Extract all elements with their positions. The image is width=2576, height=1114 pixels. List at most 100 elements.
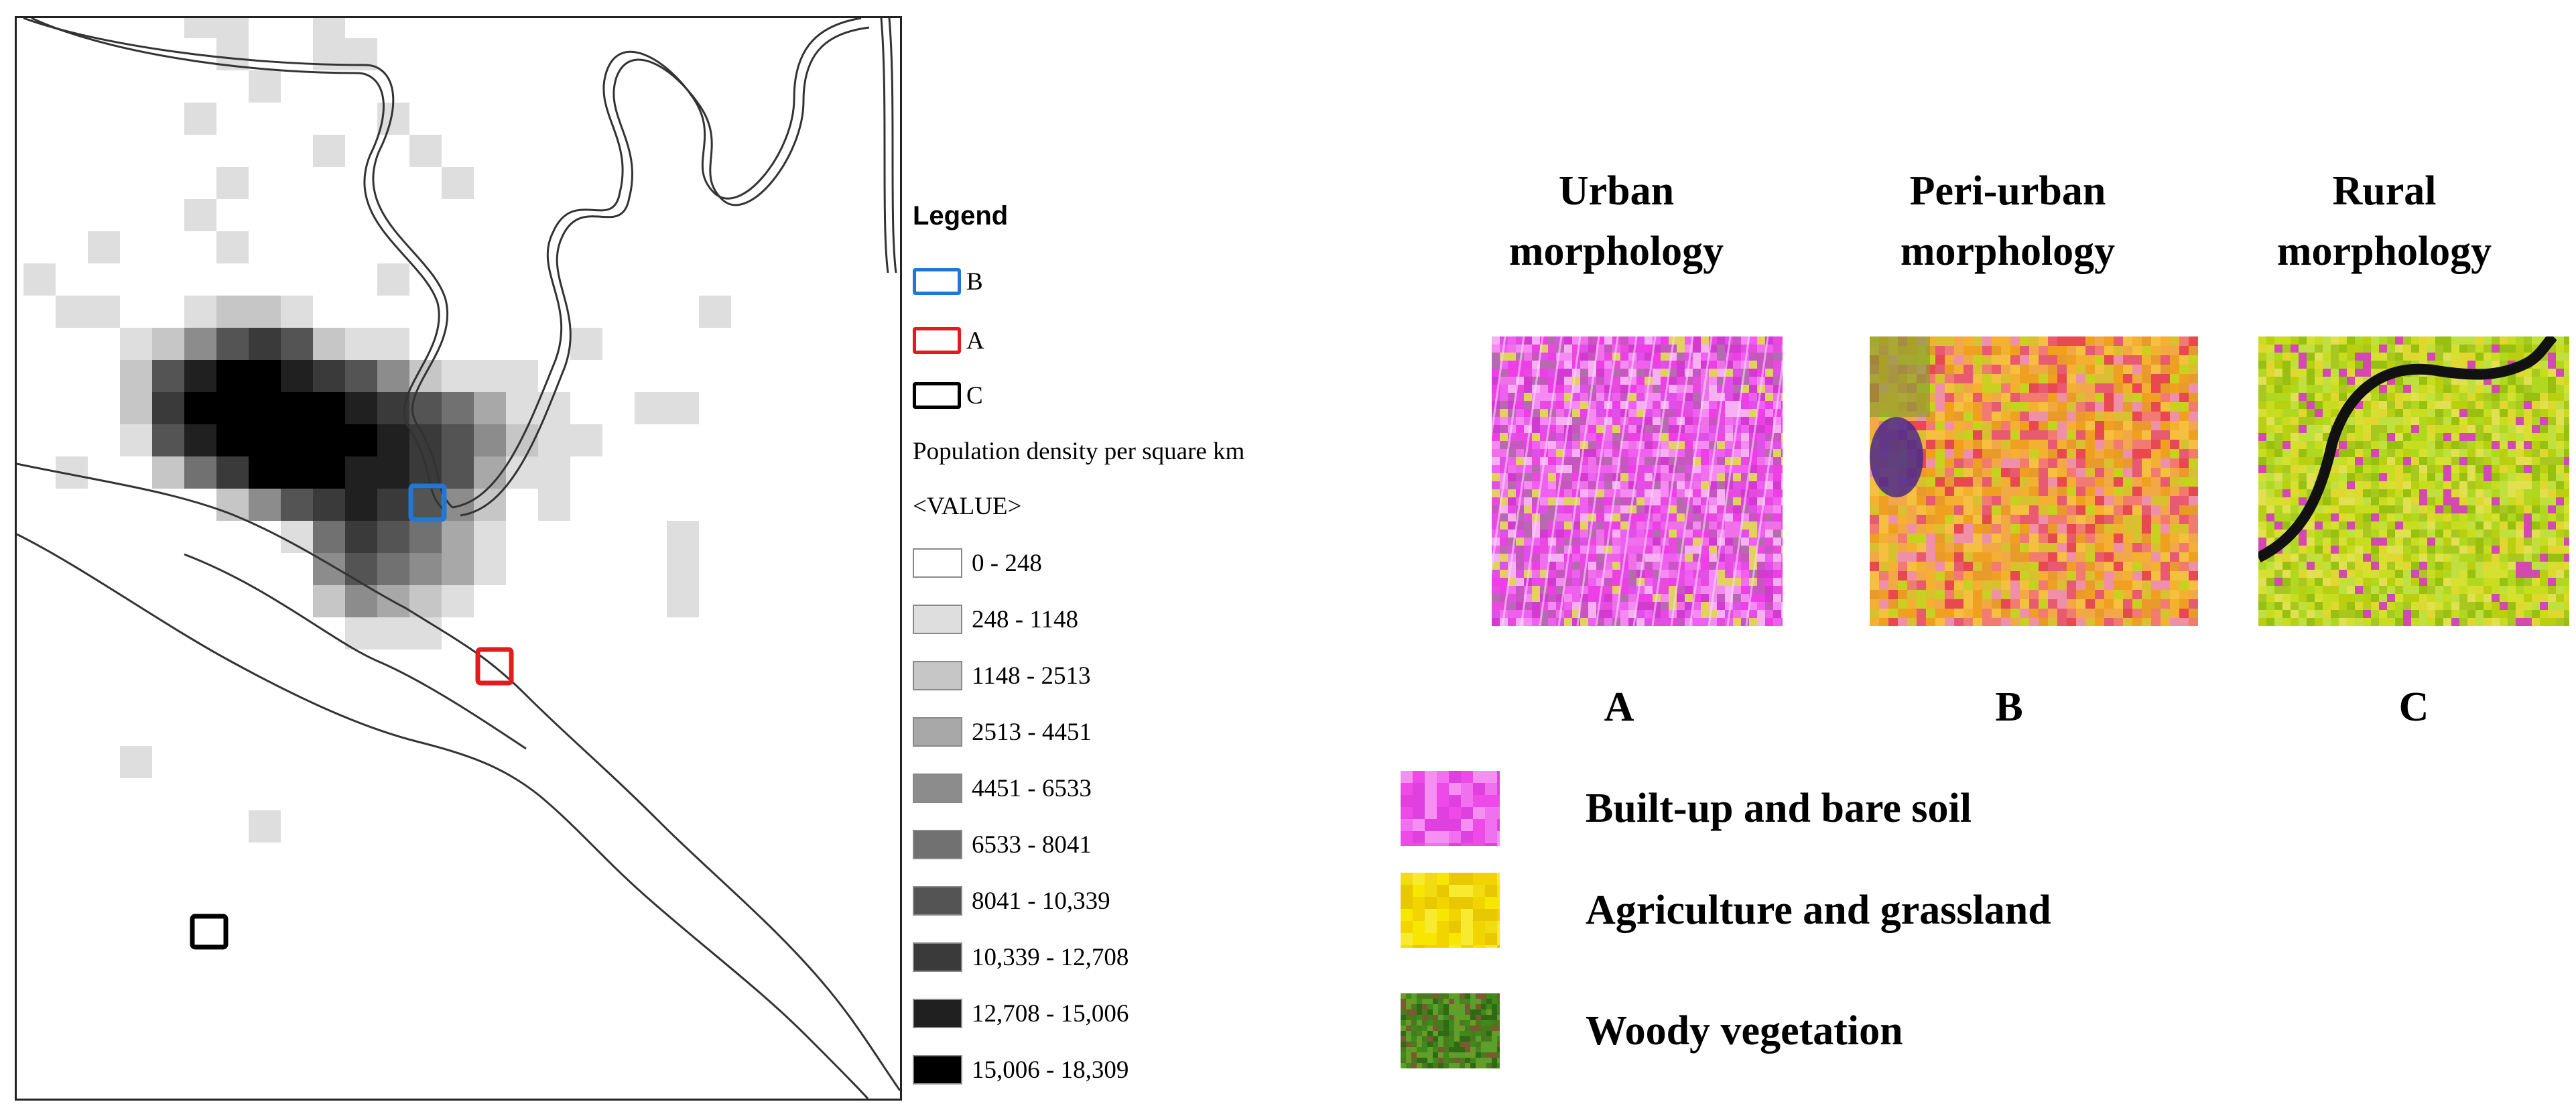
texture-pixel xyxy=(2516,489,2524,498)
texture-pixel xyxy=(2095,618,2105,626)
texture-pixel xyxy=(2258,417,2267,426)
texture-pixel xyxy=(1781,594,1783,603)
density-cell xyxy=(216,392,249,424)
density-cell xyxy=(313,585,345,617)
texture-pixel xyxy=(1620,618,1629,626)
texture-pixel xyxy=(2459,570,2468,578)
texture-pixel xyxy=(1973,355,1983,365)
texture-pixel xyxy=(2459,602,2468,611)
texture-pixel xyxy=(2540,554,2549,562)
texture-pixel xyxy=(2347,361,2356,369)
texture-pixel xyxy=(1653,353,1661,361)
texture-pixel xyxy=(2484,562,2492,570)
texture-pixel xyxy=(2508,425,2516,434)
texture-pixel xyxy=(1677,473,1685,482)
texture-pixel xyxy=(2067,524,2077,534)
texture-pixel xyxy=(2299,489,2307,498)
texture-pixel xyxy=(1443,999,1450,1005)
texture-pixel xyxy=(1982,468,1992,478)
texture-pixel xyxy=(2291,361,2299,369)
texture-pixel xyxy=(1580,538,1589,546)
texture-pixel xyxy=(2299,449,2307,458)
texture-pixel xyxy=(2307,417,2315,426)
texture-pixel xyxy=(1773,449,1782,458)
sample-box-c[interactable] xyxy=(190,914,229,950)
texture-pixel xyxy=(1461,783,1474,796)
texture-pixel xyxy=(1588,465,1597,474)
texture-pixel xyxy=(1425,831,1437,844)
texture-pixel xyxy=(2020,599,2030,609)
texture-pixel xyxy=(1532,554,1541,562)
texture-pixel xyxy=(2001,346,2011,356)
texture-pixel xyxy=(2315,538,2323,546)
texture-pixel xyxy=(1612,562,1621,570)
texture-pixel xyxy=(1524,353,1533,361)
texture-pixel xyxy=(2371,538,2380,546)
density-cell xyxy=(313,135,345,167)
texture-pixel xyxy=(2427,417,2436,426)
texture-pixel xyxy=(1661,562,1669,570)
texture-pixel xyxy=(1717,361,1726,369)
texture-pixel xyxy=(2067,449,2077,459)
texture-pixel xyxy=(2363,497,2372,506)
texture-pixel xyxy=(2564,610,2569,619)
river-right-line xyxy=(452,18,862,509)
texture-pixel xyxy=(2379,345,2388,353)
texture-pixel xyxy=(1438,1042,1444,1048)
texture-pixel xyxy=(2548,473,2557,482)
texture-pixel xyxy=(2371,489,2380,498)
texture-pixel xyxy=(1413,771,1425,784)
texture-pixel xyxy=(1497,1042,1500,1048)
texture-pixel xyxy=(1516,570,1525,578)
texture-pixel xyxy=(1437,819,1450,832)
texture-pixel xyxy=(2363,457,2372,466)
texture-pixel xyxy=(1628,618,1637,626)
texture-pixel xyxy=(2475,570,2484,578)
texture-pixel xyxy=(2532,449,2540,458)
texture-pixel xyxy=(2540,594,2549,603)
texture-pixel xyxy=(1741,465,1750,474)
texture-pixel xyxy=(2347,385,2356,393)
texture-pixel xyxy=(1588,570,1597,578)
texture-pixel xyxy=(2170,496,2180,506)
texture-pixel xyxy=(1524,489,1533,498)
sample-box-a[interactable] xyxy=(475,647,514,686)
texture-pixel xyxy=(1963,430,1974,440)
texture-pixel xyxy=(1765,602,1774,611)
texture-pixel xyxy=(1773,578,1782,586)
texture-pixel xyxy=(1741,385,1750,393)
texture-pixel xyxy=(2123,421,2133,431)
texture-pixel xyxy=(2451,345,2460,353)
texture-pixel xyxy=(2540,361,2549,369)
texture-pixel xyxy=(1645,594,1653,603)
river-lines xyxy=(17,18,900,1099)
texture-pixel xyxy=(2508,465,2516,474)
texture-pixel xyxy=(2132,421,2142,431)
texture-pixel xyxy=(2475,457,2484,466)
texture-pixel xyxy=(2170,524,2180,534)
texture-pixel xyxy=(2532,530,2540,538)
texture-pixel xyxy=(2299,361,2307,369)
texture-pixel xyxy=(2179,609,2189,619)
density-cell xyxy=(313,392,345,424)
texture-pixel xyxy=(1524,530,1533,538)
texture-pixel xyxy=(2355,594,2364,603)
texture-pixel xyxy=(2556,578,2565,586)
texture-pixel xyxy=(1926,421,1936,431)
texture-pixel xyxy=(2010,477,2020,487)
texture-pixel xyxy=(2500,505,2508,514)
texture-pixel xyxy=(2291,602,2299,611)
texture-pixel xyxy=(2291,425,2299,434)
texture-pixel xyxy=(1945,383,1955,393)
texture-pixel xyxy=(1438,1058,1444,1064)
texture-pixel xyxy=(2104,580,2114,591)
sample-box-b[interactable] xyxy=(408,483,447,522)
texture-pixel xyxy=(2347,345,2356,353)
texture-pixel xyxy=(2548,578,2557,586)
population-density-map[interactable] xyxy=(15,16,902,1101)
texture-pixel xyxy=(1628,562,1637,570)
texture-pixel xyxy=(2048,346,2058,356)
density-cell xyxy=(281,521,313,553)
texture-pixel xyxy=(1556,449,1565,458)
texture-pixel xyxy=(2516,530,2524,538)
